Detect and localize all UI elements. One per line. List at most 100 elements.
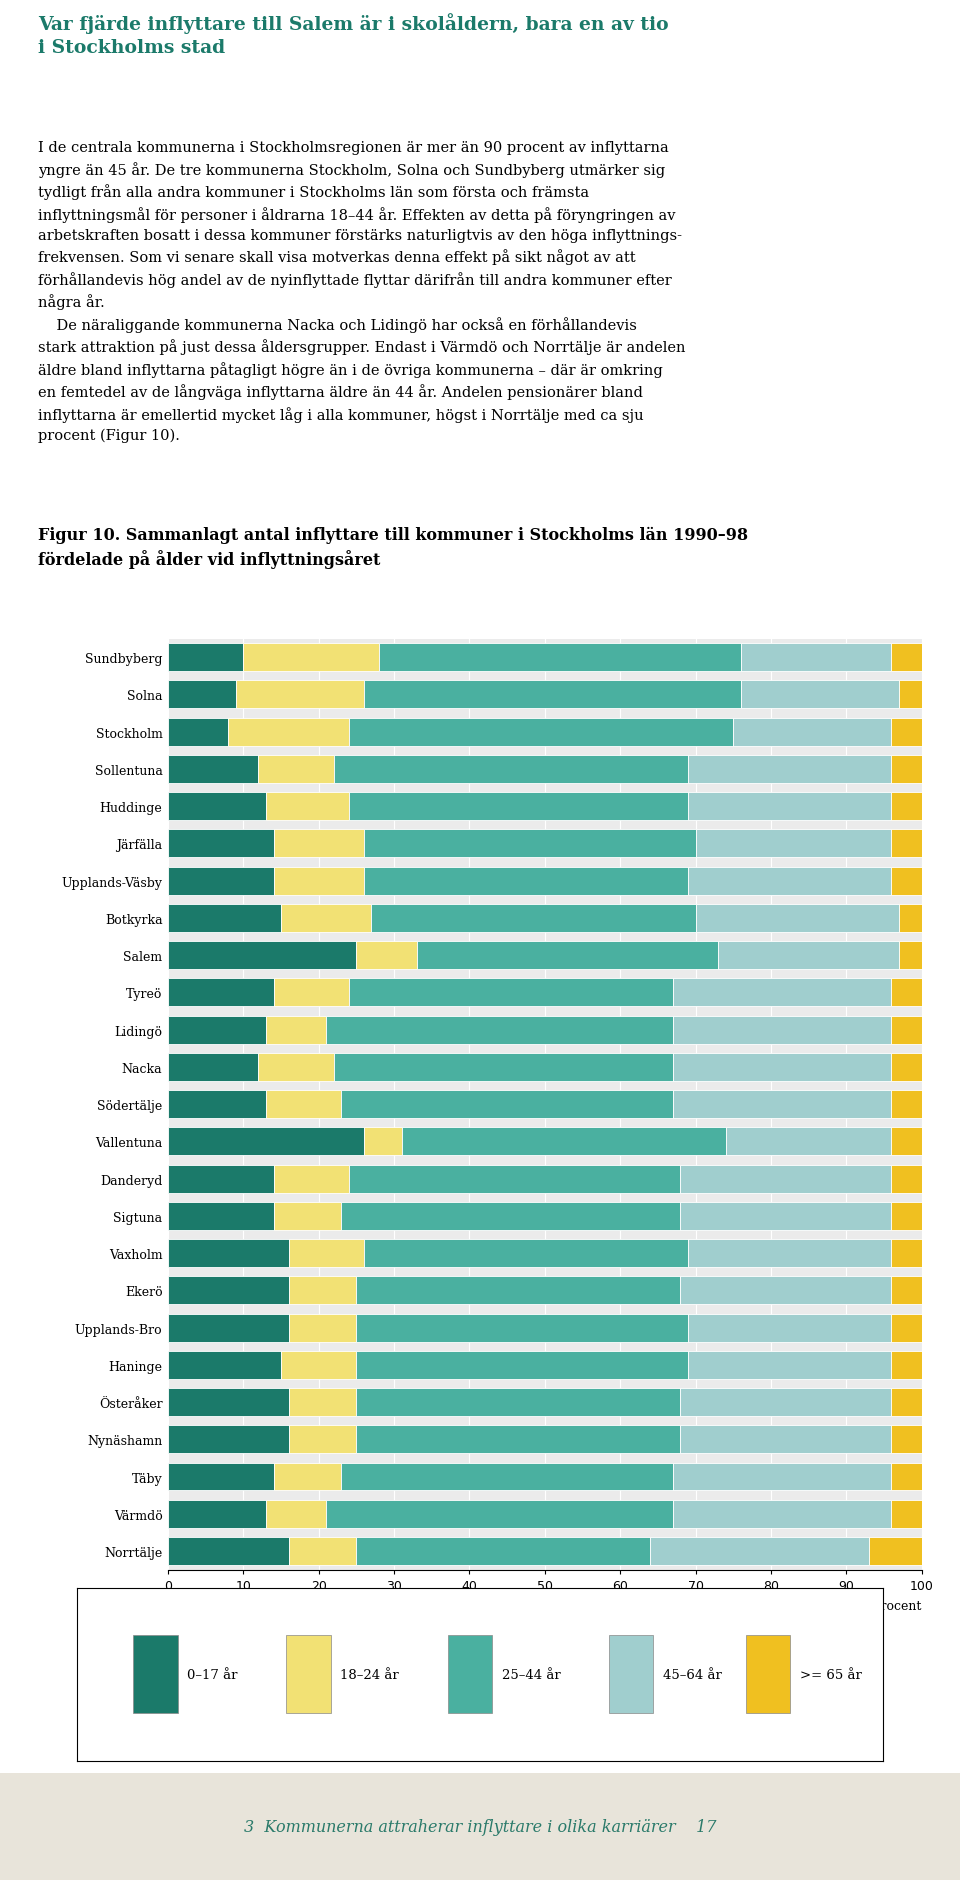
Bar	[342, 1201, 681, 1230]
Bar	[681, 1425, 892, 1453]
Bar	[609, 1636, 654, 1713]
Bar	[289, 1425, 356, 1453]
Bar	[892, 979, 922, 1008]
Bar	[688, 1352, 892, 1380]
Bar	[274, 979, 348, 1008]
Bar	[741, 643, 892, 671]
Bar	[892, 1425, 922, 1453]
Bar	[266, 1090, 342, 1119]
Bar	[342, 1463, 673, 1491]
Bar	[892, 1239, 922, 1267]
Bar	[281, 1352, 356, 1380]
Bar	[334, 756, 688, 784]
Bar	[892, 756, 922, 784]
Bar	[892, 793, 922, 822]
Bar	[356, 1387, 681, 1416]
Bar	[244, 643, 379, 671]
Bar	[348, 979, 673, 1008]
Bar	[892, 829, 922, 857]
Bar	[266, 793, 348, 822]
Bar	[348, 793, 688, 822]
Bar	[168, 1201, 274, 1230]
Bar	[356, 1538, 650, 1566]
Bar	[681, 1201, 892, 1230]
Bar	[695, 904, 899, 932]
Bar	[289, 1314, 356, 1342]
Bar	[673, 1500, 892, 1528]
Bar	[899, 942, 922, 970]
Bar	[688, 756, 892, 784]
Bar	[356, 942, 417, 970]
Bar	[168, 1352, 281, 1380]
Bar	[168, 904, 281, 932]
Bar	[401, 1128, 726, 1156]
Bar	[168, 1015, 266, 1043]
Bar	[673, 1015, 892, 1043]
Bar	[289, 1277, 356, 1305]
Bar	[364, 1128, 401, 1156]
Bar	[168, 942, 356, 970]
Bar	[372, 904, 695, 932]
Text: Var fjärde inflyttare till Salem är i skolåldern, bara en av tio
i Stockholms st: Var fjärde inflyttare till Salem är i sk…	[38, 13, 669, 56]
Bar	[258, 756, 334, 784]
Bar	[379, 643, 741, 671]
Bar	[281, 904, 372, 932]
Bar	[681, 1166, 892, 1194]
Bar	[228, 718, 348, 746]
Bar	[892, 1387, 922, 1416]
Bar	[168, 1166, 274, 1194]
Bar	[326, 1500, 673, 1528]
Bar	[168, 756, 258, 784]
Bar	[688, 1239, 892, 1267]
Bar	[168, 1277, 289, 1305]
Bar	[289, 1387, 356, 1416]
Text: 18–24 år: 18–24 år	[341, 1668, 399, 1681]
Bar	[726, 1128, 892, 1156]
Text: I de centrala kommunerna i Stockholmsregionen är mer än 90 procent av inflyttarn: I de centrala kommunerna i Stockholmsreg…	[38, 141, 685, 444]
Bar	[274, 867, 364, 895]
Text: Figur 10. Sammanlagt antal inflyttare till kommuner i Stockholms län 1990–98
för: Figur 10. Sammanlagt antal inflyttare ti…	[38, 526, 749, 568]
Text: >= 65 år: >= 65 år	[800, 1668, 862, 1681]
Bar	[168, 1053, 258, 1081]
Bar	[168, 1239, 289, 1267]
Text: 3  Kommunerna attraherar inflyttare i olika karriärer    17: 3 Kommunerna attraherar inflyttare i oli…	[244, 1818, 716, 1835]
Bar	[334, 1053, 673, 1081]
Bar	[168, 1463, 274, 1491]
Text: 25–44 år: 25–44 år	[502, 1668, 561, 1681]
Bar	[168, 979, 274, 1008]
Bar	[356, 1277, 681, 1305]
Bar	[733, 718, 892, 746]
Bar	[746, 1636, 790, 1713]
Bar	[236, 681, 364, 709]
Text: 45–64 år: 45–64 år	[663, 1668, 722, 1681]
Bar	[892, 867, 922, 895]
Bar	[892, 1314, 922, 1342]
Bar	[168, 718, 228, 746]
Bar	[168, 1128, 364, 1156]
Bar	[741, 681, 899, 709]
Bar	[681, 1387, 892, 1416]
Bar	[718, 942, 899, 970]
Bar	[289, 1538, 356, 1566]
Bar	[348, 1166, 681, 1194]
Bar	[274, 1201, 342, 1230]
Bar	[274, 1166, 348, 1194]
Bar	[681, 1277, 892, 1305]
Bar	[274, 1463, 342, 1491]
Bar	[168, 1425, 289, 1453]
Text: Procent: Procent	[873, 1600, 922, 1613]
Bar	[899, 681, 922, 709]
Bar	[364, 1239, 688, 1267]
Bar	[168, 1090, 266, 1119]
Bar	[168, 1500, 266, 1528]
Bar	[688, 867, 892, 895]
Bar	[266, 1500, 326, 1528]
Bar	[892, 1277, 922, 1305]
Bar	[168, 681, 236, 709]
Bar	[673, 979, 892, 1008]
Bar	[892, 1090, 922, 1119]
Bar	[348, 718, 733, 746]
Bar	[168, 829, 274, 857]
Bar	[892, 1201, 922, 1230]
Bar	[133, 1636, 178, 1713]
